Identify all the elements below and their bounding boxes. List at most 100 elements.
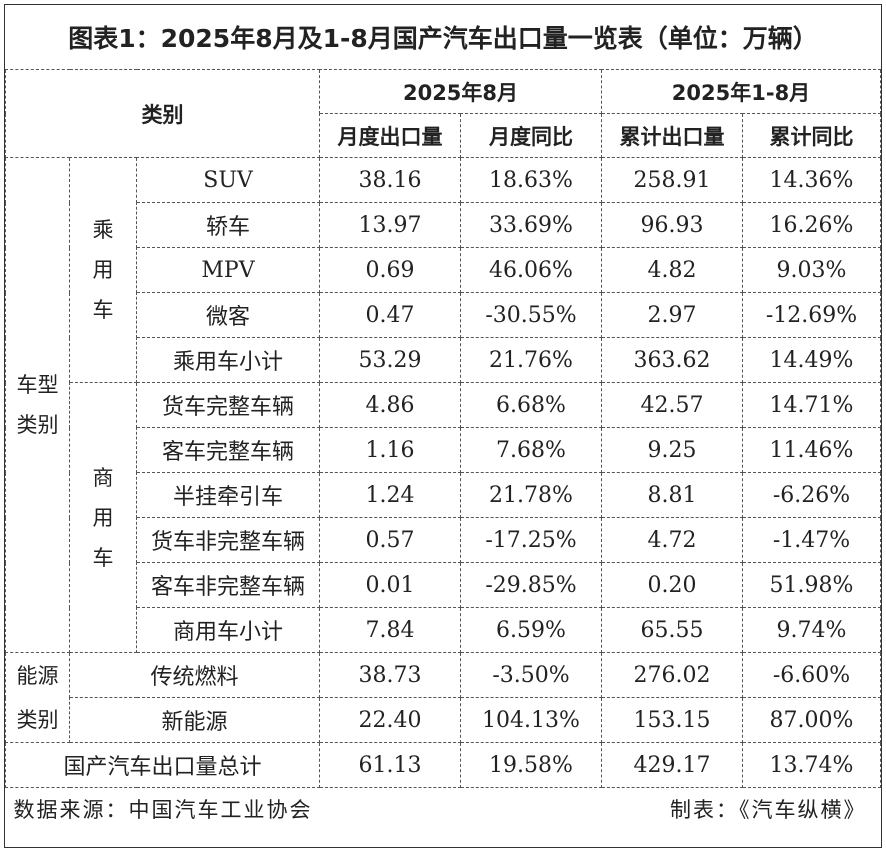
table-row-commercial-subtotal: 商用车小计 7.84 6.59% 65.55 9.74% <box>6 607 881 653</box>
row-month-volume: 38.73 <box>319 652 461 698</box>
row-month-volume: 13.97 <box>319 202 461 248</box>
row-month-volume: 61.13 <box>319 742 461 788</box>
row-ytd-yoy: 14.71% <box>742 382 881 428</box>
header-period-month: 2025年8月 <box>319 69 602 114</box>
row-ytd-yoy: -12.69% <box>742 292 881 338</box>
row-ytd-volume: 153.15 <box>601 697 743 743</box>
row-month-yoy: 33.69% <box>460 202 602 248</box>
row-ytd-volume: 65.55 <box>601 607 743 653</box>
row-name: 商用车小计 <box>136 607 320 653</box>
table-title: 图表1：2025年8月及1-8月国产汽车出口量一览表（单位：万辆） <box>5 5 881 70</box>
row-ytd-yoy: 9.03% <box>742 247 881 293</box>
row-ytd-volume: 429.17 <box>601 742 743 788</box>
row-ytd-yoy: 13.74% <box>742 742 881 788</box>
table-row-sedan: 轿车 13.97 33.69% 96.93 16.26% <box>6 202 881 248</box>
row-month-volume: 0.69 <box>319 247 461 293</box>
row-month-volume: 53.29 <box>319 337 461 383</box>
row-month-volume: 0.47 <box>319 292 461 338</box>
row-ytd-volume: 276.02 <box>601 652 743 698</box>
row-ytd-yoy: 51.98% <box>742 562 881 608</box>
table-row-truck-complete: 商用车 货车完整车辆 4.86 6.68% 42.57 14.71% <box>6 382 881 653</box>
row-ytd-yoy: -6.26% <box>742 472 881 518</box>
row-name: 客车完整车辆 <box>136 427 320 473</box>
row-ytd-yoy: 14.49% <box>742 337 881 383</box>
row-month-volume: 7.84 <box>319 607 461 653</box>
export-table-sheet: 图表1：2025年8月及1-8月国产汽车出口量一览表（单位：万辆） 类别 202… <box>4 4 882 848</box>
row-ytd-volume: 4.82 <box>601 247 743 293</box>
row-name: 微客 <box>136 292 320 338</box>
row-month-volume: 1.24 <box>319 472 461 518</box>
row-ytd-yoy: 16.26% <box>742 202 881 248</box>
table-row-minivan: 微客 0.47 -30.55% 2.97 -12.69% <box>6 292 881 338</box>
table-row-truck-incomplete: 货车非完整车辆 0.57 -17.25% 4.72 -1.47% <box>6 517 881 563</box>
row-ytd-yoy: -6.60% <box>742 652 881 698</box>
row-name: 新能源 <box>69 697 320 743</box>
table-footer: 数据来源：中国汽车工业协会 制表：《汽车纵横》 <box>5 787 881 830</box>
row-month-yoy: 18.63% <box>460 157 602 203</box>
row-ytd-volume: 2.97 <box>601 292 743 338</box>
group-label-commercial: 商用车 <box>69 382 137 653</box>
row-month-volume: 0.57 <box>319 517 461 563</box>
table-row-bus-incomplete: 客车非完整车辆 0.01 -29.85% 0.20 51.98% <box>6 562 881 608</box>
row-name: 半挂牵引车 <box>136 472 320 518</box>
row-month-volume: 0.01 <box>319 562 461 608</box>
row-month-volume: 1.16 <box>319 427 461 473</box>
row-month-yoy: 19.58% <box>460 742 602 788</box>
header-ytd-volume: 累计出口量 <box>601 113 743 158</box>
row-month-yoy: 104.13% <box>460 697 602 743</box>
row-name: MPV <box>136 247 320 293</box>
row-month-volume: 38.16 <box>319 157 461 203</box>
row-ytd-volume: 9.25 <box>601 427 743 473</box>
row-name: 货车完整车辆 <box>136 382 320 428</box>
table-row-semi-tractor: 半挂牵引车 1.24 21.78% 8.81 -6.26% <box>6 472 881 518</box>
header-month-volume: 月度出口量 <box>319 113 461 158</box>
table-row-suv: 车型类别 乘用车 SUV 38.16 18.63% 258.91 14.36% <box>5 157 881 653</box>
made-by: 制表：《汽车纵横》 <box>670 798 867 822</box>
row-month-yoy: 46.06% <box>460 247 602 293</box>
row-month-yoy: -17.25% <box>460 517 602 563</box>
row-ytd-volume: 96.93 <box>601 202 743 248</box>
header-month-yoy: 月度同比 <box>460 113 602 158</box>
row-month-yoy: 6.68% <box>460 382 602 428</box>
row-name: 客车非完整车辆 <box>136 562 320 608</box>
row-ytd-yoy: 87.00% <box>742 697 881 743</box>
row-month-volume: 22.40 <box>319 697 461 743</box>
table-row-total: 国产汽车出口量总计 61.13 19.58% 429.17 13.74% <box>5 742 881 788</box>
row-month-yoy: -30.55% <box>460 292 602 338</box>
row-ytd-volume: 363.62 <box>601 337 743 383</box>
table-row-traditional-fuel: 能源类别 传统燃料 38.73 -3.50% 276.02 -6.60% <box>5 652 881 743</box>
row-month-volume: 4.86 <box>319 382 461 428</box>
row-month-yoy: 21.78% <box>460 472 602 518</box>
table-row-mpv: MPV 0.69 46.06% 4.82 9.03% <box>6 247 881 293</box>
row-ytd-yoy: 14.36% <box>742 157 881 203</box>
header-period-ytd: 2025年1-8月 <box>601 69 881 114</box>
row-month-yoy: 6.59% <box>460 607 602 653</box>
row-month-yoy: -29.85% <box>460 562 602 608</box>
row-ytd-volume: 258.91 <box>601 157 743 203</box>
row-month-yoy: 21.76% <box>460 337 602 383</box>
data-source: 数据来源：中国汽车工业协会 <box>13 798 313 822</box>
row-ytd-yoy: 11.46% <box>742 427 881 473</box>
row-ytd-volume: 4.72 <box>601 517 743 563</box>
row-month-yoy: 7.68% <box>460 427 602 473</box>
table-row-passenger-subtotal: 乘用车小计 53.29 21.76% 363.62 14.49% <box>6 337 881 383</box>
row-name: 乘用车小计 <box>136 337 320 383</box>
row-name: SUV <box>136 157 320 203</box>
row-ytd-volume: 0.20 <box>601 562 743 608</box>
table-row-bus-complete: 客车完整车辆 1.16 7.68% 9.25 11.46% <box>6 427 881 473</box>
row-ytd-yoy: -1.47% <box>742 517 881 563</box>
row-name: 货车非完整车辆 <box>136 517 320 563</box>
row-ytd-volume: 8.81 <box>601 472 743 518</box>
table-row-new-energy: 新能源 22.40 104.13% 153.15 87.00% <box>6 697 881 743</box>
export-volume-table: 图表1：2025年8月及1-8月国产汽车出口量一览表（单位：万辆） 类别 202… <box>5 5 881 830</box>
header-ytd-yoy: 累计同比 <box>742 113 881 158</box>
row-name: 传统燃料 <box>69 652 320 698</box>
group-label-energy-type: 能源类别 <box>5 652 70 743</box>
row-name: 国产汽车出口量总计 <box>5 742 320 788</box>
header-category: 类别 <box>5 69 320 158</box>
row-ytd-volume: 42.57 <box>601 382 743 428</box>
row-name: 轿车 <box>136 202 320 248</box>
row-ytd-yoy: 9.74% <box>742 607 881 653</box>
group-label-passenger: 乘用车 <box>69 157 137 383</box>
group-label-vehicle-type: 车型类别 <box>5 157 70 653</box>
